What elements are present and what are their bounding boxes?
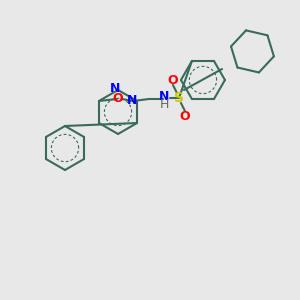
Text: N: N [127, 94, 137, 106]
Text: S: S [174, 91, 184, 105]
Text: N: N [110, 82, 120, 94]
Text: H: H [159, 98, 169, 112]
Text: O: O [112, 92, 123, 106]
Text: N: N [159, 91, 169, 103]
Text: O: O [180, 110, 190, 122]
Text: O: O [168, 74, 178, 86]
